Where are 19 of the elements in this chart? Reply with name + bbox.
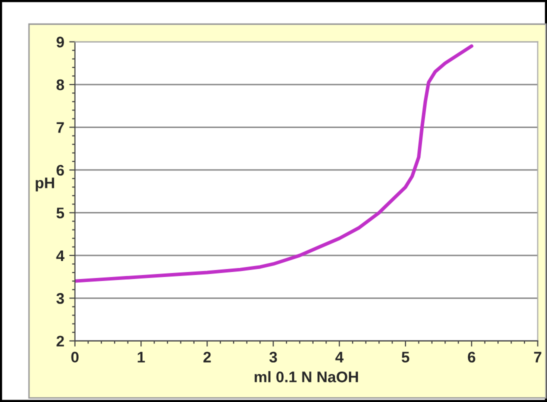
y-axis-title: pH <box>36 178 54 192</box>
y-tick-label: 7 <box>56 122 64 133</box>
y-tick-label: 5 <box>56 208 64 218</box>
line-series <box>74 44 474 283</box>
y-tick-label: 6 <box>56 164 64 176</box>
x-axis-title: ml 0.1 N NaOH <box>254 371 358 382</box>
x-tick-label: 4 <box>335 352 344 362</box>
x-tick-label: 6 <box>468 352 476 363</box>
x-tick-label: 2 <box>203 352 211 362</box>
y-tick-label: 3 <box>56 293 64 304</box>
y-tick-label: 8 <box>56 79 64 90</box>
y-tick-label: 2 <box>56 336 64 346</box>
y-tick-label: 4 <box>56 250 64 261</box>
y-tick-label: 9 <box>56 36 64 48</box>
x-tick-label: 5 <box>402 352 410 363</box>
x-tick-label: 0 <box>71 352 79 363</box>
x-tick-label: 1 <box>138 352 145 362</box>
x-tick-label: 3 <box>269 352 277 363</box>
x-tick-label: 7 <box>534 352 542 362</box>
